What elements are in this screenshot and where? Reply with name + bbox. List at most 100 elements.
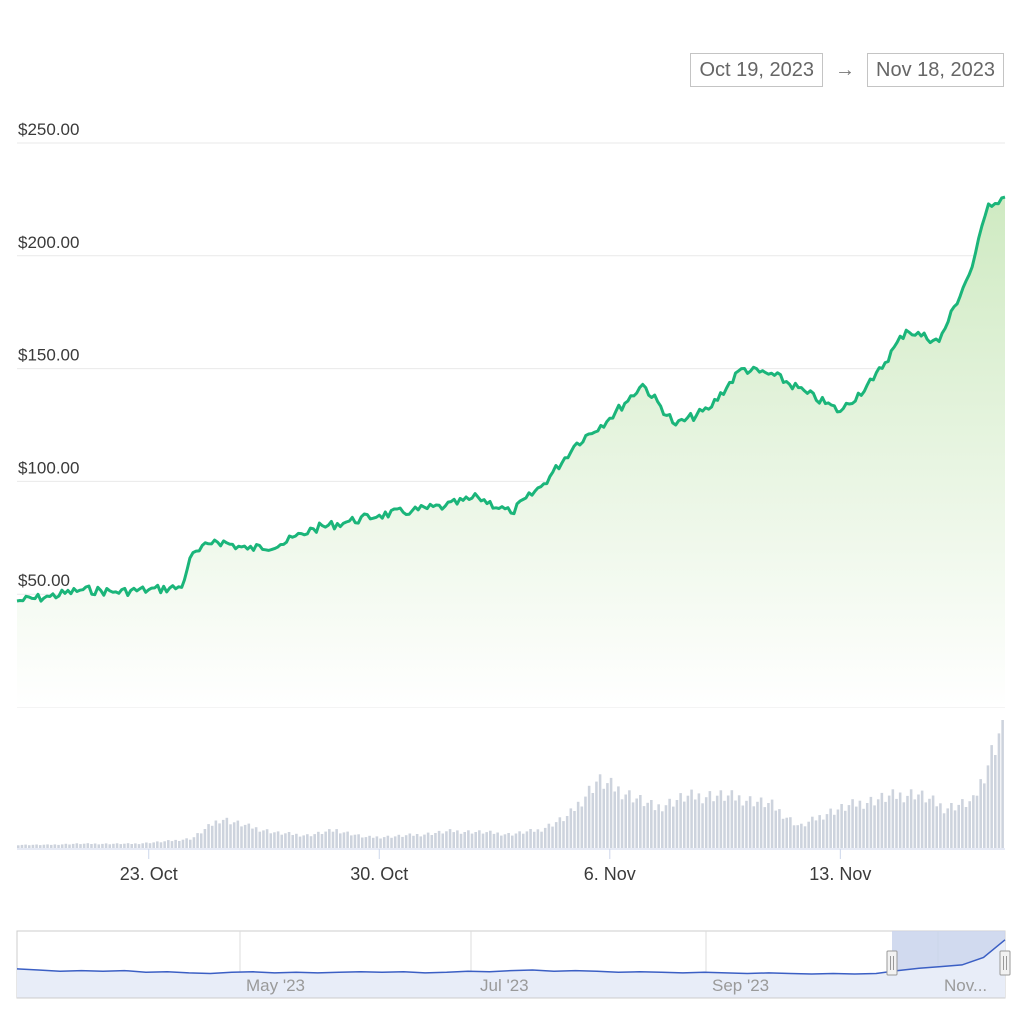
volume-bar bbox=[730, 790, 734, 848]
volume-bar bbox=[145, 842, 148, 848]
volume-bar bbox=[46, 844, 49, 848]
volume-bar bbox=[763, 807, 767, 848]
volume-bar bbox=[829, 808, 832, 848]
volume-bar bbox=[759, 797, 763, 848]
date-from-input[interactable]: Oct 19, 2023 bbox=[690, 53, 824, 87]
volume-bar bbox=[836, 809, 840, 848]
volume-bar bbox=[459, 833, 463, 848]
volume-bar bbox=[876, 799, 880, 848]
volume-bar bbox=[236, 820, 240, 848]
volume-bar bbox=[137, 844, 141, 848]
volume-bar bbox=[909, 789, 913, 848]
y-tick-label: $200.00 bbox=[18, 233, 79, 252]
volume-bar bbox=[503, 834, 507, 848]
volume-bar bbox=[408, 833, 412, 848]
volume-bar bbox=[979, 779, 982, 848]
volume-bar bbox=[756, 801, 759, 848]
volume-bar bbox=[906, 795, 909, 848]
volume-bar bbox=[642, 806, 646, 848]
volume-bar bbox=[188, 839, 192, 848]
volume-bar bbox=[349, 835, 353, 848]
volume-bar bbox=[397, 834, 401, 848]
volume-bar bbox=[558, 817, 562, 848]
volume-bar bbox=[895, 798, 898, 848]
volume-bar bbox=[339, 833, 342, 848]
volume-bar bbox=[251, 828, 254, 848]
volume-bar bbox=[518, 831, 521, 848]
volume-bar bbox=[247, 823, 251, 848]
navigator-handle[interactable] bbox=[886, 950, 898, 976]
volume-bar bbox=[386, 835, 390, 848]
volume-bar bbox=[445, 831, 448, 848]
navigator[interactable]: May '23 Jul '23 Sep '23 Nov... bbox=[16, 930, 1011, 999]
volume-bar bbox=[540, 831, 543, 848]
volume-bar bbox=[803, 826, 807, 848]
volume-bar bbox=[42, 844, 46, 848]
volume-bar bbox=[843, 810, 847, 848]
navigator-handle[interactable] bbox=[999, 950, 1011, 976]
volume-bar bbox=[778, 809, 781, 848]
volume-bar bbox=[734, 800, 737, 848]
volume-bar bbox=[935, 806, 939, 848]
date-range-selector: Oct 19, 2023 → Nov 18, 2023 bbox=[690, 52, 1004, 88]
volume-bar bbox=[196, 833, 199, 848]
volume-bar bbox=[529, 829, 532, 848]
volume-bar bbox=[880, 792, 884, 848]
volume-bar bbox=[635, 798, 638, 848]
volume-bar bbox=[317, 831, 320, 848]
volume-bar bbox=[704, 797, 708, 848]
date-range-arrow: → bbox=[835, 58, 856, 81]
x-tick-label: 6. Nov bbox=[584, 864, 636, 884]
x-tick-label: 13. Nov bbox=[809, 864, 871, 884]
volume-bar bbox=[682, 801, 686, 848]
volume-bar bbox=[620, 799, 624, 848]
volume-bar bbox=[379, 838, 382, 848]
volume-bar bbox=[108, 844, 112, 848]
volume-bar bbox=[789, 817, 792, 848]
volume-bar bbox=[452, 832, 456, 848]
y-tick-label: $150.00 bbox=[18, 346, 79, 365]
volume-bar bbox=[331, 831, 335, 848]
navigator-label: Nov... bbox=[944, 976, 987, 995]
volume-bar bbox=[664, 805, 668, 848]
volume-bar bbox=[71, 843, 75, 848]
volume-bar bbox=[752, 806, 756, 848]
volume-bar bbox=[928, 798, 931, 848]
volume-bar bbox=[639, 795, 642, 848]
volume-bar bbox=[994, 755, 997, 848]
x-axis: 23. Oct 30. Oct 6. Nov 13. Nov bbox=[120, 849, 871, 884]
volume-bar bbox=[957, 804, 960, 848]
volume-bar bbox=[273, 832, 276, 848]
date-to-input[interactable]: Nov 18, 2023 bbox=[867, 53, 1004, 87]
volume-bar bbox=[748, 796, 752, 848]
volume-bar bbox=[364, 837, 368, 848]
volume-bar bbox=[693, 799, 697, 848]
volume-bar bbox=[375, 836, 379, 848]
volume-bar bbox=[210, 825, 214, 848]
volume-bar bbox=[218, 823, 221, 848]
volume-bar bbox=[536, 829, 540, 848]
volume-bar bbox=[690, 789, 693, 848]
volume-bar bbox=[357, 834, 360, 848]
volume-bar bbox=[17, 845, 20, 848]
volume-bar bbox=[565, 816, 569, 848]
volume-bar bbox=[521, 833, 525, 848]
volume-bar bbox=[920, 790, 924, 848]
volume-bar bbox=[924, 802, 928, 848]
volume-bar bbox=[525, 831, 529, 848]
y-tick-label: $250.00 bbox=[18, 120, 79, 139]
volume-bar bbox=[792, 825, 796, 848]
volume-bar bbox=[419, 836, 423, 848]
volume-bar bbox=[873, 805, 876, 848]
volume-bar bbox=[86, 843, 90, 848]
volume-bar bbox=[697, 793, 701, 848]
x-tick-label: 23. Oct bbox=[120, 864, 178, 884]
volume-bar bbox=[858, 800, 862, 848]
volume-bar bbox=[781, 818, 785, 848]
volume-bar bbox=[609, 777, 613, 848]
volume-bar bbox=[49, 844, 53, 848]
volume-bar bbox=[393, 836, 397, 848]
volume-bar bbox=[35, 844, 38, 848]
volume-bar bbox=[770, 799, 774, 848]
